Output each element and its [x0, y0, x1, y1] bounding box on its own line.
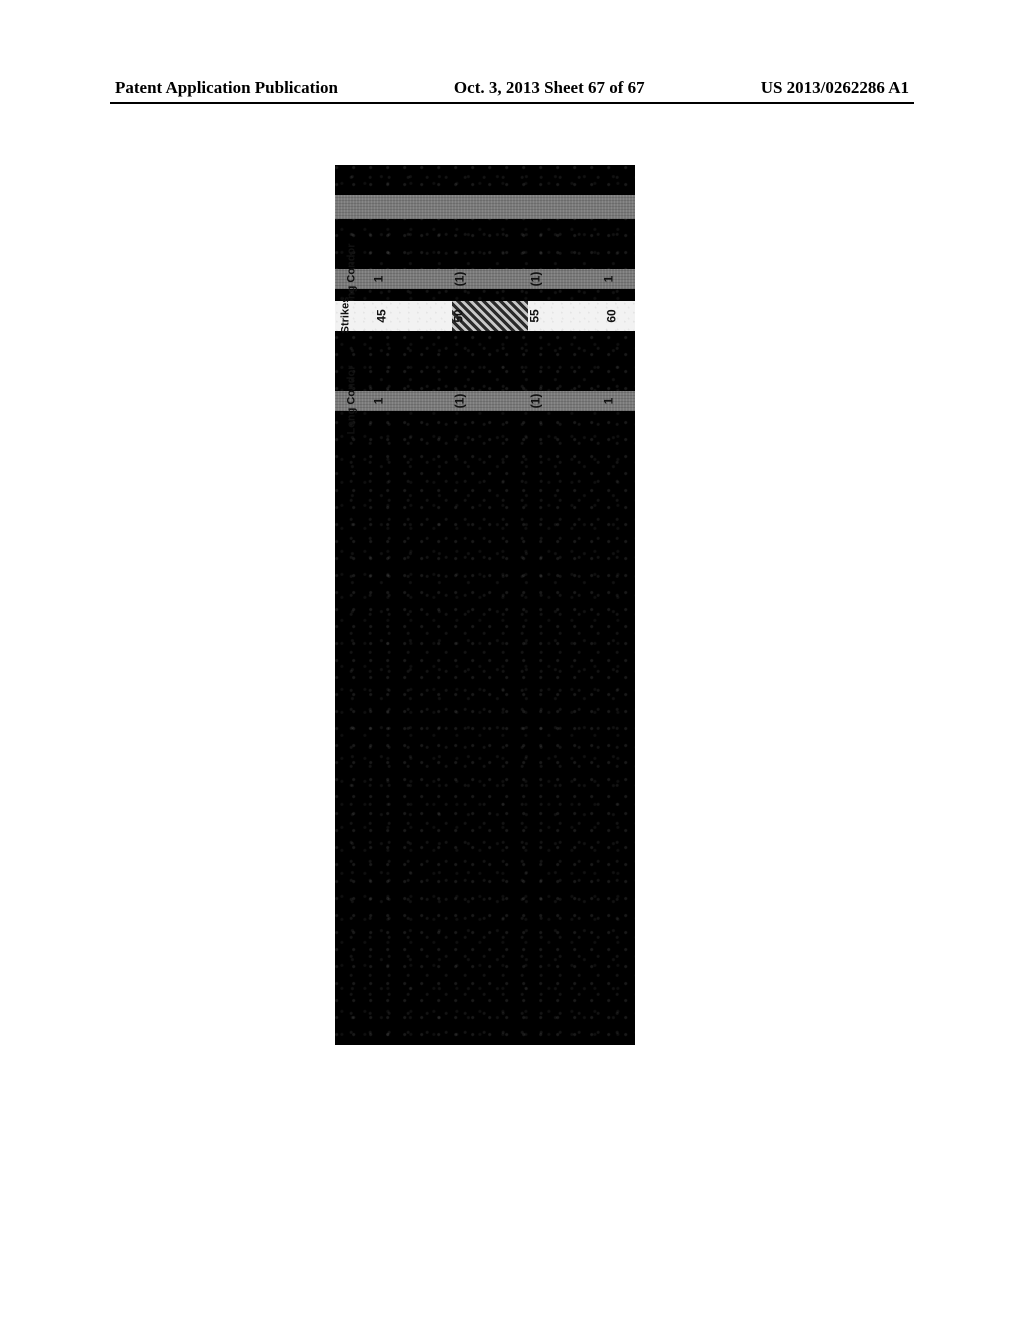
cell-top-60: 1 [601, 276, 615, 283]
cell-bot-45: 1 [371, 398, 385, 405]
tick-60: 60 [605, 309, 619, 322]
cell-top-45: 1 [371, 276, 385, 283]
cell-bot-50: (1) [452, 394, 466, 409]
band-long-condor-bottom: Long Condor 1 (1) (1) 1 [335, 391, 635, 411]
tick-45: 45 [375, 309, 389, 322]
option-strip-canvas: Long Condor 1 (1) (1) 1 Strikes 45 50 55… [335, 165, 635, 1045]
header-right: US 2013/0262286 A1 [761, 78, 909, 98]
tick-50: 50 [451, 309, 465, 322]
band-long-condor-top: Long Condor 1 (1) (1) 1 [335, 269, 635, 289]
band-label-strikes: Strikes [339, 297, 351, 334]
header-row: Patent Application Publication Oct. 3, 2… [0, 78, 1024, 98]
band-label-long-condor-bottom: Long Condor [346, 365, 358, 434]
header-rule [110, 102, 914, 104]
cell-top-50: (1) [452, 272, 466, 287]
band-gray-1 [335, 195, 635, 219]
cell-bot-55: (1) [529, 394, 543, 409]
noise-overlay [335, 165, 635, 1045]
header-center: Oct. 3, 2013 Sheet 67 of 67 [454, 78, 645, 98]
cell-bot-60: 1 [601, 398, 615, 405]
figure-wrap: Appendix 4: Bottom Weighted Option Plays… [335, 165, 635, 1045]
tick-55: 55 [528, 309, 542, 322]
band-strikes: Strikes 45 50 55 60 [335, 301, 635, 331]
cell-top-55: (1) [529, 272, 543, 287]
header-left: Patent Application Publication [115, 78, 338, 98]
